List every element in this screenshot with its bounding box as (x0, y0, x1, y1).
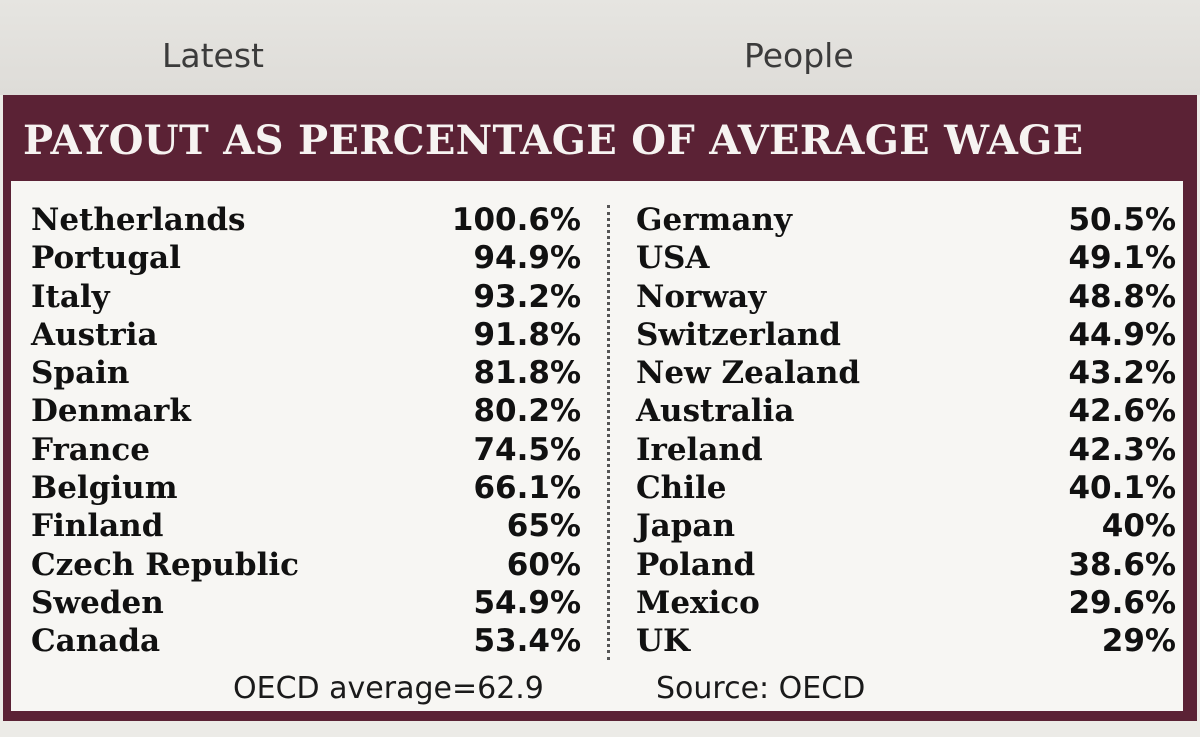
table-row: Spain 81.8% (31, 354, 581, 392)
table-row: UK 29% (636, 622, 1176, 660)
table-row: Canada 53.4% (31, 622, 581, 660)
table-row: Czech Republic 60% (31, 546, 581, 584)
table-row: Sweden 54.9% (31, 584, 581, 622)
country-name: Poland (636, 546, 756, 583)
payout-percentage: 29.6% (1068, 584, 1176, 621)
country-name: Canada (31, 623, 161, 660)
payout-percentage: 93.2% (473, 278, 581, 315)
country-name: Australia (636, 393, 795, 430)
payout-percentage: 54.9% (473, 584, 581, 621)
country-name: Chile (636, 470, 727, 507)
payout-percentage: 42.3% (1068, 431, 1176, 468)
country-name: New Zealand (636, 355, 861, 392)
source-note: Source: OECD (656, 671, 866, 706)
payout-percentage: 91.8% (473, 316, 581, 353)
table-row: New Zealand 43.2% (636, 354, 1176, 392)
payout-percentage: 94.9% (473, 240, 581, 277)
table-row: Belgium 66.1% (31, 469, 581, 507)
payout-percentage: 44.9% (1068, 316, 1176, 353)
country-name: Spain (31, 355, 130, 392)
country-name: Ireland (636, 431, 763, 468)
table-row: Austria 91.8% (31, 316, 581, 354)
column-divider (607, 205, 610, 660)
payout-percentage: 81.8% (473, 355, 581, 392)
table-row: Norway 48.8% (636, 278, 1176, 316)
table-row: Finland 65% (31, 507, 581, 545)
left-column: Netherlands 100.6% Portugal 94.9% Italy 93.2%… (31, 201, 581, 661)
country-name: Mexico (636, 584, 760, 621)
country-name: USA (636, 240, 710, 277)
payout-percentage: 80.2% (473, 393, 581, 430)
country-name: Czech Republic (31, 546, 300, 583)
table-row: Switzerland 44.9% (636, 316, 1176, 354)
payout-percentage: 66.1% (473, 470, 581, 507)
payout-percentage: 43.2% (1068, 355, 1176, 392)
country-name: Belgium (31, 470, 178, 507)
payout-percentage: 50.5% (1068, 202, 1176, 238)
payout-percentage: 48.8% (1068, 278, 1176, 315)
table-title: PAYOUT AS PERCENTAGE OF AVERAGE WAGE (11, 101, 1183, 181)
table-row: Ireland 42.3% (636, 431, 1176, 469)
country-name: Switzerland (636, 316, 841, 353)
table-row: Netherlands 100.6% (31, 201, 581, 239)
country-name: Netherlands (31, 202, 246, 238)
payout-percentage: 74.5% (473, 431, 581, 468)
tab-latest[interactable]: Latest (162, 36, 264, 75)
table-row: Denmark 80.2% (31, 392, 581, 430)
tab-people[interactable]: People (744, 36, 854, 75)
country-name: Finland (31, 508, 164, 545)
payout-percentage: 49.1% (1068, 240, 1176, 277)
payout-percentage: 53.4% (473, 623, 581, 660)
payout-percentage: 100.6% (451, 202, 581, 238)
country-name: Portugal (31, 240, 181, 277)
table-body: PAYOUT AS PERCENTAGE OF AVERAGE WAGE Net… (11, 101, 1183, 711)
table-row: Germany 50.5% (636, 201, 1176, 239)
country-name: Germany (636, 202, 792, 238)
country-name: UK (636, 623, 690, 660)
country-name: Denmark (31, 393, 191, 430)
payout-percentage: 42.6% (1068, 393, 1176, 430)
table-row: Japan 40% (636, 507, 1176, 545)
payout-percentage: 38.6% (1068, 546, 1176, 583)
table-row: Italy 93.2% (31, 278, 581, 316)
table-row: USA 49.1% (636, 239, 1176, 277)
tab-bar: Latest People (0, 0, 1200, 95)
payout-table-graphic: PAYOUT AS PERCENTAGE OF AVERAGE WAGE Net… (3, 95, 1197, 721)
table-row: Mexico 29.6% (636, 584, 1176, 622)
country-name: France (31, 431, 151, 468)
payout-percentage: 65% (506, 508, 581, 545)
table-row: Australia 42.6% (636, 392, 1176, 430)
country-name: Japan (636, 508, 736, 545)
oecd-average-note: OECD average=62.9 (233, 671, 544, 706)
table-row: Chile 40.1% (636, 469, 1176, 507)
payout-percentage: 40% (1101, 508, 1176, 545)
country-name: Italy (31, 278, 110, 315)
country-name: Austria (31, 316, 158, 353)
country-name: Sweden (31, 584, 164, 621)
payout-percentage: 40.1% (1068, 470, 1176, 507)
table-row: Poland 38.6% (636, 546, 1176, 584)
country-name: Norway (636, 278, 767, 315)
right-column: Germany 50.5% USA 49.1% Norway 48.8% Switzerla… (636, 201, 1176, 661)
table-row: Portugal 94.9% (31, 239, 581, 277)
payout-percentage: 29% (1101, 623, 1176, 660)
payout-percentage: 60% (506, 546, 581, 583)
table-row: France 74.5% (31, 431, 581, 469)
